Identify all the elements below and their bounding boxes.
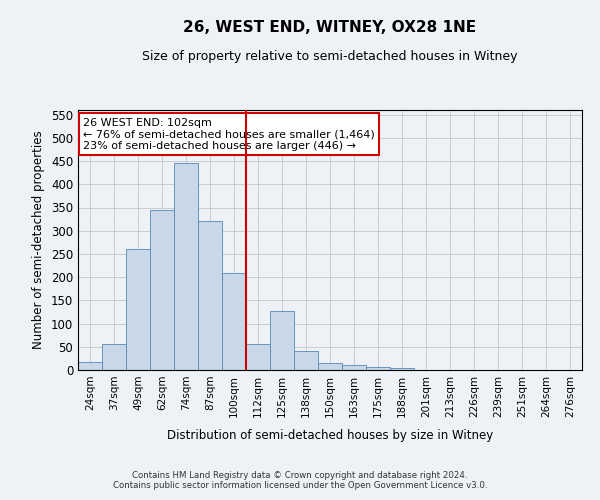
Bar	[390, 368, 414, 370]
Bar	[174, 164, 198, 370]
Bar	[246, 344, 270, 370]
Bar	[150, 210, 174, 370]
Bar	[366, 367, 390, 370]
Text: 26 WEST END: 102sqm
← 76% of semi-detached houses are smaller (1,464)
23% of sem: 26 WEST END: 102sqm ← 76% of semi-detach…	[83, 118, 375, 151]
Bar	[78, 362, 102, 370]
Bar	[294, 352, 318, 370]
Bar	[342, 366, 366, 370]
Bar	[126, 250, 150, 370]
Bar	[318, 363, 342, 370]
Y-axis label: Number of semi-detached properties: Number of semi-detached properties	[32, 130, 46, 350]
Bar	[270, 310, 294, 370]
Text: Distribution of semi-detached houses by size in Witney: Distribution of semi-detached houses by …	[167, 428, 493, 442]
Bar	[222, 272, 246, 370]
Bar	[198, 220, 222, 370]
Bar	[102, 344, 126, 370]
Text: Size of property relative to semi-detached houses in Witney: Size of property relative to semi-detach…	[142, 50, 518, 63]
Text: 26, WEST END, WITNEY, OX28 1NE: 26, WEST END, WITNEY, OX28 1NE	[184, 20, 476, 35]
Text: Contains HM Land Registry data © Crown copyright and database right 2024.
Contai: Contains HM Land Registry data © Crown c…	[113, 470, 487, 490]
